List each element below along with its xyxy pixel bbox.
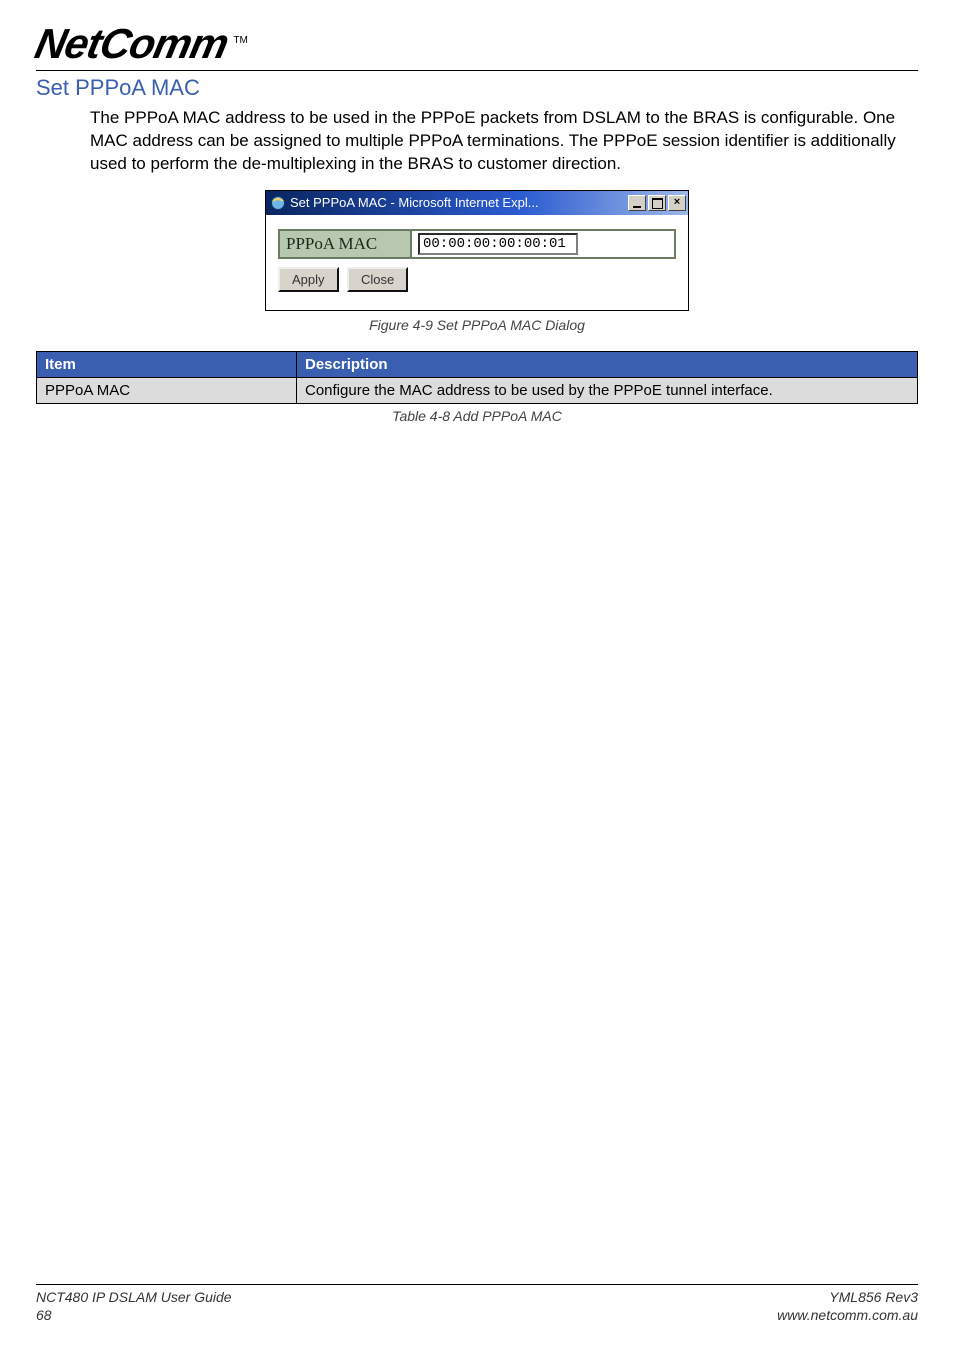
section-heading: Set PPPoA MAC [36, 75, 918, 101]
section-paragraph: The PPPoA MAC address to be used in the … [90, 107, 912, 176]
footer-left-title: NCT480 IP DSLAM User Guide [36, 1288, 232, 1306]
header-divider [36, 70, 918, 71]
table-row: PPPoA MAC [279, 230, 675, 258]
dialog-form-table: PPPoA MAC [278, 229, 676, 259]
dialog-title: Set PPPoA MAC - Microsoft Internet Expl.… [290, 195, 628, 210]
figure-caption: Figure 4-9 Set PPPoA MAC Dialog [36, 317, 918, 333]
table-caption: Table 4-8 Add PPPoA MAC [36, 408, 918, 424]
header-item: Item [37, 351, 297, 377]
pppoa-mac-dialog: Set PPPoA MAC - Microsoft Internet Expl.… [265, 190, 689, 311]
field-label: PPPoA MAC [279, 230, 411, 258]
maximize-button[interactable] [648, 195, 666, 211]
dialog-titlebar: Set PPPoA MAC - Microsoft Internet Expl.… [266, 191, 688, 215]
table-row: Item Description [37, 351, 918, 377]
field-cell [411, 230, 675, 258]
pppoa-mac-input[interactable] [418, 233, 578, 255]
apply-button[interactable]: Apply [278, 267, 339, 292]
close-icon[interactable]: × [668, 195, 686, 211]
footer-divider [36, 1284, 918, 1285]
page-footer: NCT480 IP DSLAM User Guide 68 YML856 Rev… [36, 1284, 918, 1324]
header-description: Description [297, 351, 918, 377]
description-table: Item Description PPPoA MAC Configure the… [36, 351, 918, 404]
logo-text: NetComm [31, 20, 233, 68]
footer-page-number: 68 [36, 1306, 232, 1324]
table-row: PPPoA MAC Configure the MAC address to b… [37, 377, 918, 403]
close-button[interactable]: Close [347, 267, 408, 292]
minimize-button[interactable] [628, 195, 646, 211]
cell-desc: Configure the MAC address to be used by … [297, 377, 918, 403]
cell-item: PPPoA MAC [37, 377, 297, 403]
footer-right-rev: YML856 Rev3 [777, 1288, 918, 1306]
logo: NetComm TM [36, 20, 918, 68]
footer-right-url: www.netcomm.com.au [777, 1306, 918, 1324]
ie-icon [270, 195, 286, 211]
logo-tm: TM [233, 35, 247, 46]
